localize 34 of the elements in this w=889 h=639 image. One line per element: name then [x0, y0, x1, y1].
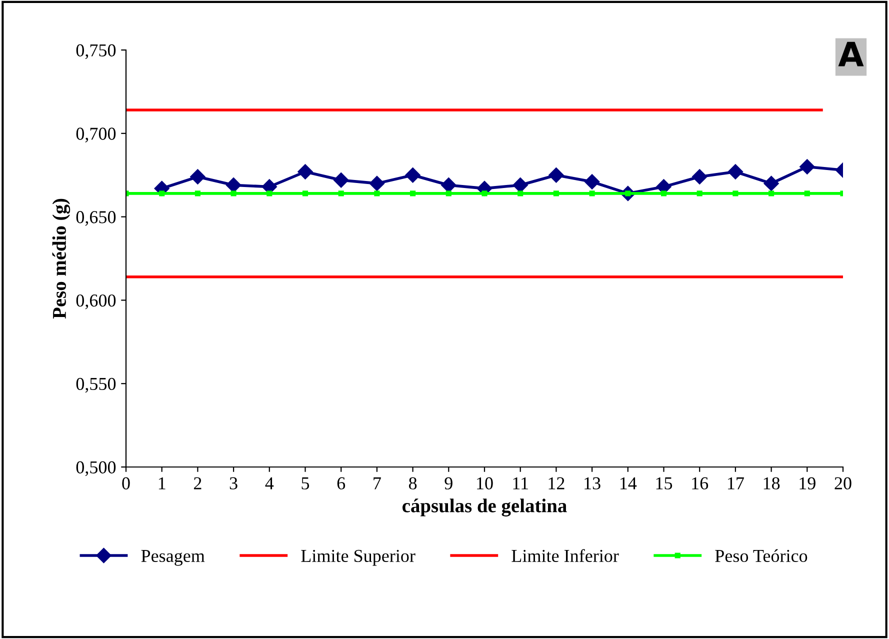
x-tick-label: 16	[692, 477, 708, 490]
y-axis-title: Peso médio (g)	[52, 198, 70, 319]
x-tick-label: 10	[477, 477, 493, 490]
x-tick-label: 8	[408, 477, 417, 490]
x-tick-label: 15	[656, 477, 672, 490]
x-tick-label: 6	[337, 477, 346, 490]
x-tick-label: 13	[584, 477, 600, 490]
x-tick-label: 3	[230, 477, 238, 490]
x-tick-label: 18	[764, 477, 780, 490]
y-tick-label: 0,750	[76, 44, 116, 60]
x-tick-label: 7	[374, 477, 381, 490]
x-tick-label: 19	[800, 477, 816, 490]
x-tick-label: 11	[513, 477, 528, 490]
x-tick-label: 4	[265, 477, 274, 490]
x-tick-label: 0	[122, 477, 130, 490]
legend-label: Limite Superior	[301, 550, 416, 566]
x-axis-title: cápsulas de gelatina	[402, 498, 567, 516]
y-tick-label: 0,700	[76, 128, 116, 142]
x-tick-label: 20	[834, 477, 852, 490]
legend-label: Peso Teórico	[715, 549, 808, 562]
y-tick-label: 0,500	[76, 461, 116, 476]
annotation: A	[838, 42, 864, 66]
x-tick-label: 2	[194, 477, 202, 490]
x-tick-label: 9	[444, 477, 452, 490]
y-tick-label: 0,650	[76, 211, 116, 226]
legend-label: Pesagem	[141, 550, 205, 566]
x-tick-label: 14	[620, 477, 637, 490]
y-tick-label: 0,600	[76, 294, 116, 310]
x-tick-label: 12	[548, 477, 564, 490]
x-tick-label: 17	[728, 477, 744, 490]
x-tick-label: 1	[158, 477, 166, 490]
y-tick-label: 0,550	[76, 378, 116, 393]
legend-label: Limite Inferior	[512, 549, 619, 562]
x-tick-label: 5	[302, 477, 310, 490]
